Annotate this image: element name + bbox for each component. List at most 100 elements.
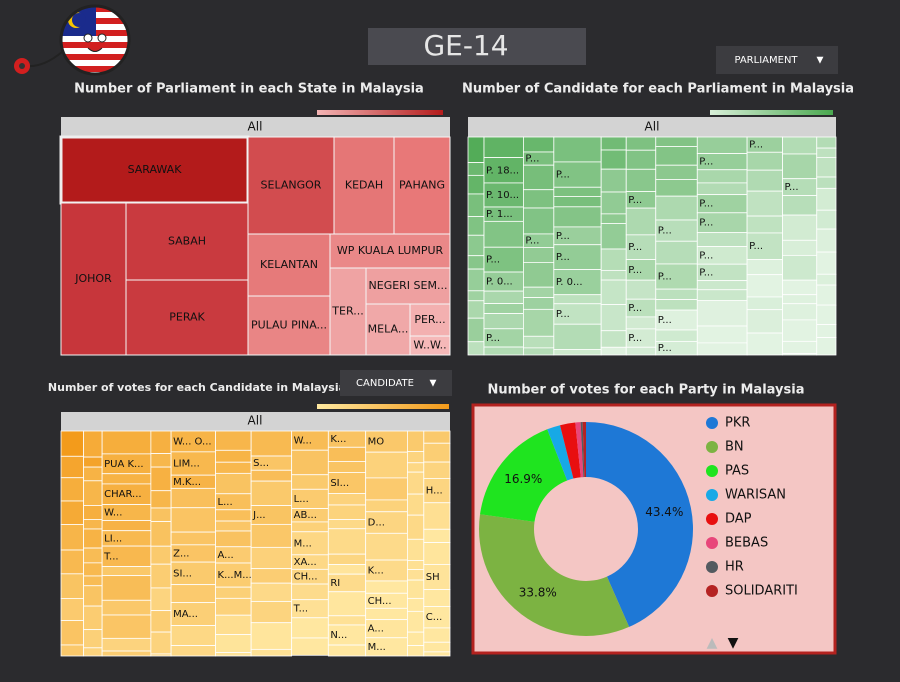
treemap-cell	[125, 202, 249, 281]
treemap-cell	[655, 179, 698, 197]
treemap-cell	[523, 335, 555, 349]
dropdown[interactable]	[340, 370, 452, 396]
cell-label: J...	[252, 510, 266, 521]
treemap-cell	[407, 560, 425, 570]
treemap-cell	[625, 168, 657, 192]
treemap-cell	[215, 430, 252, 451]
treemap-cell	[170, 625, 216, 646]
treemap-cell	[101, 566, 152, 577]
treemap-cell	[170, 487, 216, 509]
treemap-cell	[365, 303, 411, 356]
cell-label: PULAU PINA...	[251, 319, 327, 332]
scroll-up[interactable]: ▲	[707, 635, 718, 651]
dropdown-label[interactable]: CANDIDATE	[356, 378, 414, 389]
treemap-cell	[467, 300, 485, 319]
cell-label: PAHANG	[399, 179, 445, 192]
treemap-cell	[83, 575, 103, 587]
treemap-header	[61, 117, 450, 137]
treemap-cell	[327, 446, 367, 462]
dropdown-label[interactable]: PARLIAMENT	[734, 55, 798, 66]
treemap-cell	[816, 304, 837, 325]
treemap-header	[468, 117, 836, 137]
cell-label: P. 0...	[556, 277, 583, 288]
cell-label: RI	[330, 578, 340, 589]
treemap-cell	[467, 317, 485, 343]
scroll-down[interactable]: ▼	[728, 635, 739, 651]
dropdown[interactable]	[716, 46, 838, 74]
treemap-cell	[746, 232, 783, 260]
pie-slice	[575, 422, 584, 478]
treemap-cell	[467, 216, 485, 236]
treemap-cell	[696, 136, 748, 155]
treemap-cell	[407, 645, 425, 657]
treemap-cell	[523, 136, 555, 153]
treemap-cell	[483, 290, 524, 305]
treemap-cell	[215, 586, 252, 599]
treemap-cell	[60, 477, 85, 502]
treemap-cell	[250, 601, 293, 624]
treemap-cell	[600, 330, 627, 348]
cell-label: K...M...	[218, 570, 252, 581]
cell-label: A...	[218, 550, 234, 561]
treemap-cell	[407, 493, 425, 516]
treemap-cell	[600, 168, 627, 193]
treemap-cell	[327, 564, 367, 575]
cell-label: P...	[658, 226, 672, 237]
cell-label: P...	[658, 315, 672, 326]
treemap-cell	[250, 648, 293, 657]
treemap-cell	[600, 191, 627, 215]
treemap-cell	[816, 228, 837, 253]
treemap-cell	[816, 324, 837, 338]
treemap-cell	[60, 620, 85, 646]
dropdown-caret[interactable]: ▼	[430, 379, 437, 389]
treemap-cell	[483, 346, 524, 356]
treemap-cell	[782, 136, 818, 155]
treemap-cell	[625, 279, 657, 300]
treemap-cell	[83, 480, 103, 506]
treemap-cell	[247, 233, 331, 297]
cell-label: P...	[658, 343, 672, 354]
treemap-cell	[407, 462, 425, 473]
treemap-cell	[523, 286, 555, 298]
cell-label: N...	[330, 630, 347, 641]
treemap-cell	[467, 341, 485, 356]
treemap-cell	[655, 329, 698, 342]
cell-label: P...	[525, 236, 539, 247]
treemap-cell	[150, 610, 172, 633]
treemap-cell	[746, 296, 783, 311]
treemap-cell	[483, 157, 524, 184]
treemap-cell	[327, 553, 367, 565]
treemap-cell	[746, 169, 783, 192]
cell-label: P...	[785, 182, 799, 193]
treemap-cell	[782, 340, 818, 354]
cell-label: P...	[699, 267, 713, 278]
treemap-cell	[215, 530, 252, 548]
treemap-cell	[553, 136, 602, 163]
treemap-cell	[250, 546, 293, 570]
cell-label: W... O...	[173, 436, 211, 447]
treemap-cell	[423, 564, 451, 590]
treemap-cell	[816, 273, 837, 286]
treemap-cell	[329, 267, 367, 356]
treemap-cell	[423, 502, 451, 530]
cell-label: CHAR...	[104, 489, 141, 500]
treemap-cell	[407, 579, 425, 599]
treemap-cell	[125, 279, 249, 356]
dropdown-caret[interactable]: ▼	[817, 56, 824, 66]
cell-label: MO	[368, 437, 385, 448]
treemap-cell	[291, 449, 329, 476]
cell-label: P...	[628, 242, 642, 253]
treemap-cell	[101, 520, 152, 532]
treemap-cell	[407, 610, 425, 633]
cell-label: W...	[104, 508, 122, 519]
treemap-cell	[746, 151, 783, 171]
treemap-cell	[467, 255, 485, 270]
treemap-cell	[250, 622, 293, 650]
legend-label: WARISAN	[725, 488, 786, 503]
legend-label: SOLIDARITI	[725, 584, 798, 599]
treemap-cell	[365, 451, 408, 479]
treemap-cell	[60, 500, 85, 525]
treemap-cell	[600, 304, 627, 332]
treemap-header	[61, 412, 450, 431]
